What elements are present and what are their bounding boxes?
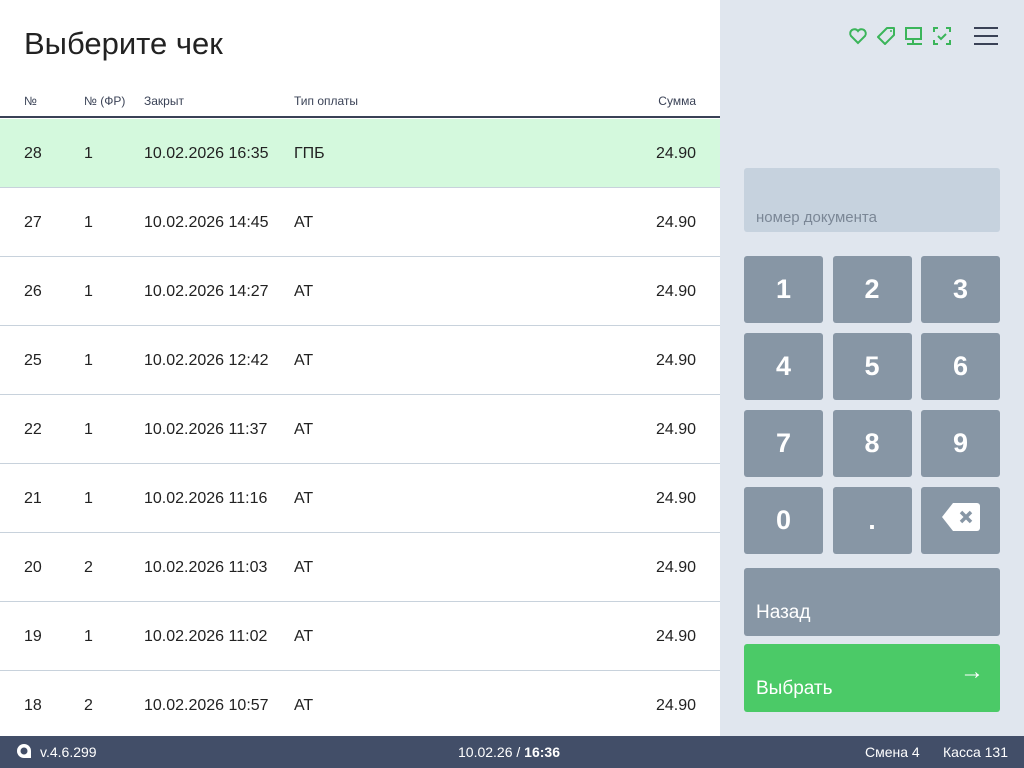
- cell-number: 27: [24, 214, 42, 231]
- cell-closed: 10.02.2026 14:45: [144, 214, 269, 231]
- backspace-button[interactable]: [921, 487, 1000, 554]
- scan-check-icon[interactable]: [932, 26, 952, 46]
- date: 10.02.26: [458, 744, 513, 760]
- cell-sum: 24.90: [655, 145, 696, 162]
- cell-sum: 24.90: [655, 352, 696, 369]
- cell-fr-number: 1: [84, 421, 93, 438]
- keypad: 1 2 3 4 5 6 7 8 9 0 .: [744, 256, 1000, 554]
- cell-payment-type: АТ: [294, 628, 314, 645]
- choose-label: Выбрать: [756, 678, 833, 699]
- cell-number: 25: [24, 352, 42, 369]
- time: 16:36: [524, 744, 560, 760]
- status-bar: v.4.6.299 10.02.26 / 16:36 Смена 4 Касса…: [0, 736, 1024, 768]
- cell-closed: 10.02.2026 12:42: [144, 352, 269, 369]
- page-title: Выберите чек: [24, 26, 223, 61]
- col-payment-type: Тип оплаты: [294, 94, 359, 108]
- cell-number: 19: [24, 628, 42, 645]
- tag-icon[interactable]: [876, 26, 896, 46]
- cell-fr-number: 2: [84, 559, 93, 576]
- cell-fr-number: 1: [84, 490, 93, 507]
- key-9[interactable]: 9: [921, 410, 1000, 477]
- cell-payment-type: АТ: [294, 490, 314, 507]
- table-row[interactable]: 26 1 10.02.2026 14:27 АТ 24.90: [0, 257, 720, 326]
- cell-closed: 10.02.2026 10:57: [144, 697, 269, 714]
- monitor-icon[interactable]: [904, 26, 924, 46]
- receipt-list-panel: Выберите чек № № (ФР) Закрыт Тип оплаты …: [0, 26, 720, 736]
- document-number-input[interactable]: [744, 168, 1000, 232]
- cell-closed: 10.02.2026 11:37: [144, 421, 268, 438]
- cell-fr-number: 1: [84, 628, 93, 645]
- table-row[interactable]: 18 2 10.02.2026 10:57 АТ 24.90: [0, 671, 720, 736]
- table-body: 28 1 10.02.2026 16:35 ГПБ 24.90 27 1 10.02.2026…: [0, 119, 720, 736]
- arrow-right-icon: →: [960, 658, 984, 685]
- cell-fr-number: 1: [84, 283, 93, 300]
- cell-sum: 24.90: [655, 214, 696, 231]
- backspace-icon: [941, 501, 981, 540]
- cell-number: 18: [24, 697, 42, 714]
- cell-closed: 10.02.2026 11:03: [144, 559, 268, 576]
- key-2[interactable]: 2: [832, 256, 912, 323]
- choose-button[interactable]: Выбрать →: [744, 644, 1000, 712]
- shift: Смена 4: [865, 744, 920, 760]
- col-sum: Сумма: [658, 94, 696, 108]
- cell-sum: 24.90: [655, 697, 696, 714]
- table-row[interactable]: 27 1 10.02.2026 14:45 АТ 24.90: [0, 188, 720, 257]
- cell-fr-number: 2: [84, 697, 93, 714]
- cell-closed: 10.02.2026 14:27: [144, 283, 269, 300]
- table-row[interactable]: 22 1 10.02.2026 11:37 АТ 24.90: [0, 395, 720, 464]
- cell-closed: 10.02.2026 11:02: [144, 628, 268, 645]
- cell-payment-type: АТ: [294, 352, 314, 369]
- cell-number: 22: [24, 421, 42, 438]
- table-header: № № (ФР) Закрыт Тип оплаты Сумма: [0, 94, 720, 118]
- separator: /: [516, 744, 521, 760]
- cell-number: 20: [24, 559, 42, 576]
- table-row[interactable]: 20 2 10.02.2026 11:03 АТ 24.90: [0, 533, 720, 602]
- cell-fr-number: 1: [84, 214, 93, 231]
- menu-icon[interactable]: [974, 27, 998, 45]
- key-7[interactable]: 7: [744, 410, 823, 477]
- key-3[interactable]: 3: [921, 256, 1000, 323]
- key-0[interactable]: 0: [744, 487, 823, 554]
- cell-payment-type: АТ: [294, 214, 314, 231]
- cell-sum: 24.90: [655, 628, 696, 645]
- col-number: №: [24, 94, 37, 108]
- datetime: 10.02.26 / 16:36: [458, 744, 560, 760]
- cell-sum: 24.90: [655, 559, 696, 576]
- table-row[interactable]: 28 1 10.02.2026 16:35 ГПБ 24.90: [0, 119, 720, 188]
- cell-sum: 24.90: [655, 490, 696, 507]
- cell-payment-type: АТ: [294, 283, 314, 300]
- register: Касса 131: [943, 744, 1008, 760]
- version: v.4.6.299: [40, 744, 97, 760]
- cell-number: 26: [24, 283, 42, 300]
- key-8[interactable]: 8: [832, 410, 912, 477]
- cell-number: 28: [24, 145, 42, 162]
- heart-icon[interactable]: [848, 26, 868, 46]
- back-label: Назад: [756, 602, 811, 623]
- cell-fr-number: 1: [84, 145, 93, 162]
- cell-sum: 24.90: [655, 283, 696, 300]
- cell-number: 21: [24, 490, 42, 507]
- key-dot[interactable]: .: [832, 487, 912, 554]
- cell-payment-type: ГПБ: [294, 145, 325, 162]
- col-fr-number: № (ФР): [84, 94, 126, 108]
- cell-sum: 24.90: [655, 421, 696, 438]
- key-1[interactable]: 1: [744, 256, 823, 323]
- cell-payment-type: АТ: [294, 559, 314, 576]
- key-6[interactable]: 6: [921, 333, 1000, 400]
- cell-closed: 10.02.2026 11:16: [144, 490, 268, 507]
- cell-payment-type: АТ: [294, 421, 314, 438]
- logo-icon: [16, 743, 32, 762]
- key-4[interactable]: 4: [744, 333, 823, 400]
- cell-fr-number: 1: [84, 352, 93, 369]
- cell-payment-type: АТ: [294, 697, 314, 714]
- col-closed: Закрыт: [144, 94, 184, 108]
- back-button[interactable]: Назад: [744, 568, 1000, 636]
- side-panel: 1 2 3 4 5 6 7 8 9 0 . Назад Выбрать →: [720, 0, 1024, 736]
- table-row[interactable]: 25 1 10.02.2026 12:42 АТ 24.90: [0, 326, 720, 395]
- key-5[interactable]: 5: [832, 333, 912, 400]
- cell-closed: 10.02.2026 16:35: [144, 145, 269, 162]
- table-row[interactable]: 19 1 10.02.2026 11:02 АТ 24.90: [0, 602, 720, 671]
- table-row[interactable]: 21 1 10.02.2026 11:16 АТ 24.90: [0, 464, 720, 533]
